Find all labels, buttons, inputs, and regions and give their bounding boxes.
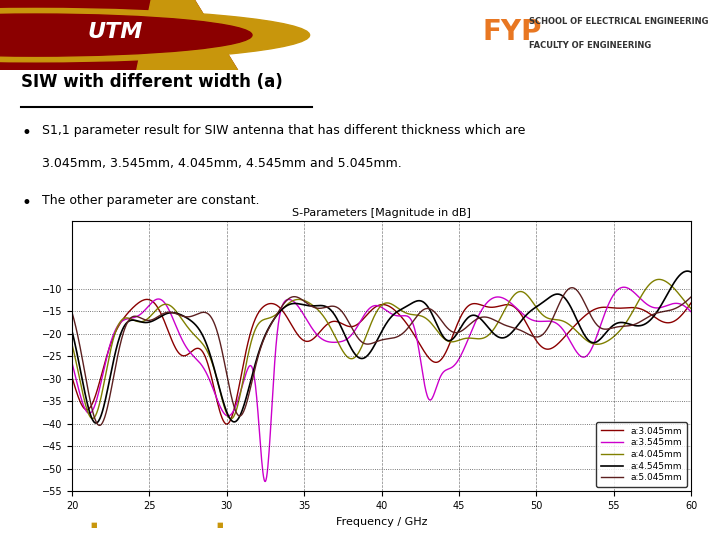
Text: FYP: FYP [482,18,541,45]
a:3.045mm [143,296,151,302]
a:4.545mm [687,269,696,275]
a:4.045mm [68,341,76,347]
a:3.545mm [493,294,502,300]
Title: S-Parameters [Magnitude in dB]: S-Parameters [Magnitude in dB] [292,208,471,218]
a:4.545mm [551,291,559,298]
a:4.045mm [551,316,559,323]
Text: www.utm.my: www.utm.my [642,520,706,530]
Circle shape [0,14,252,56]
a:3.045mm [342,322,351,329]
Line: a:3.045mm: a:3.045mm [72,299,691,424]
Polygon shape [137,0,238,70]
a:5.045mm [341,313,350,320]
Text: The other parameter are constant.: The other parameter are constant. [42,194,259,207]
Legend: a:3.045mm, a:3.545mm, a:4.045mm, a:4.545mm, a:5.045mm: a:3.045mm, a:3.545mm, a:4.045mm, a:4.545… [596,422,687,487]
a:3.545mm [319,336,328,343]
Text: entrepreneurial: entrepreneurial [108,520,184,530]
a:4.545mm [493,334,502,340]
a:5.045mm [568,285,577,291]
a:3.545mm [261,478,270,485]
a:3.045mm [222,421,231,427]
a:3.545mm [562,332,571,338]
Text: UTM: UTM [88,22,143,42]
a:3.545mm [619,284,628,291]
a:4.045mm [493,320,502,326]
a:4.545mm [562,297,571,303]
a:5.045mm [68,309,76,315]
a:3.545mm [68,360,76,366]
Text: SCHOOL OF ELECTRICAL ENGINEERING: SCHOOL OF ELECTRICAL ENGINEERING [529,17,708,25]
a:4.045mm [562,320,571,326]
Text: •: • [22,124,31,143]
a:3.545mm [687,309,696,315]
a:3.045mm [131,302,140,309]
a:4.045mm [319,313,328,319]
a:3.545mm [551,320,559,326]
a:3.045mm [68,374,76,380]
a:3.045mm [320,325,328,331]
Text: ■: ■ [90,522,96,528]
a:4.045mm [654,276,663,282]
Text: ■: ■ [216,522,222,528]
Text: •: • [22,194,31,212]
a:4.545mm [68,328,76,334]
Line: a:5.045mm: a:5.045mm [72,288,691,426]
a:3.045mm [552,342,560,349]
Text: S1,1 parameter result for SIW antenna that has different thickness which are: S1,1 parameter result for SIW antenna th… [42,124,526,137]
a:5.045mm [562,288,571,294]
a:5.045mm [493,319,502,325]
a:4.545mm [92,420,101,426]
X-axis label: Frequency / GHz: Frequency / GHz [336,517,428,526]
a:4.045mm [131,318,140,324]
a:3.545mm [341,337,350,343]
a:5.045mm [551,309,559,315]
a:3.045mm [687,300,696,306]
Text: 3.045mm, 3.545mm, 4.045mm, 4.545mm and 5.045mm.: 3.045mm, 3.545mm, 4.045mm, 4.545mm and 5… [42,158,402,171]
a:4.045mm [341,352,350,358]
a:5.045mm [95,422,104,429]
Circle shape [0,9,310,62]
Text: FACULTY OF ENGINEERING: FACULTY OF ENGINEERING [529,41,652,50]
Text: innovative: innovative [14,520,66,530]
a:5.045mm [319,305,328,311]
a:5.045mm [687,294,696,300]
Text: SIW with different width (a): SIW with different width (a) [22,73,283,91]
a:3.045mm [494,303,503,309]
a:5.045mm [132,313,140,320]
Polygon shape [0,0,238,70]
Line: a:4.545mm: a:4.545mm [72,271,691,423]
Line: a:4.045mm: a:4.045mm [72,279,691,419]
a:3.545mm [131,314,140,320]
a:4.045mm [227,416,235,422]
a:4.545mm [319,302,328,309]
a:4.545mm [132,318,140,324]
Line: a:3.545mm: a:3.545mm [72,287,691,482]
a:4.545mm [683,268,692,274]
a:3.045mm [563,330,572,337]
Text: global: global [234,520,264,530]
a:4.045mm [687,306,696,312]
a:4.545mm [341,333,350,340]
